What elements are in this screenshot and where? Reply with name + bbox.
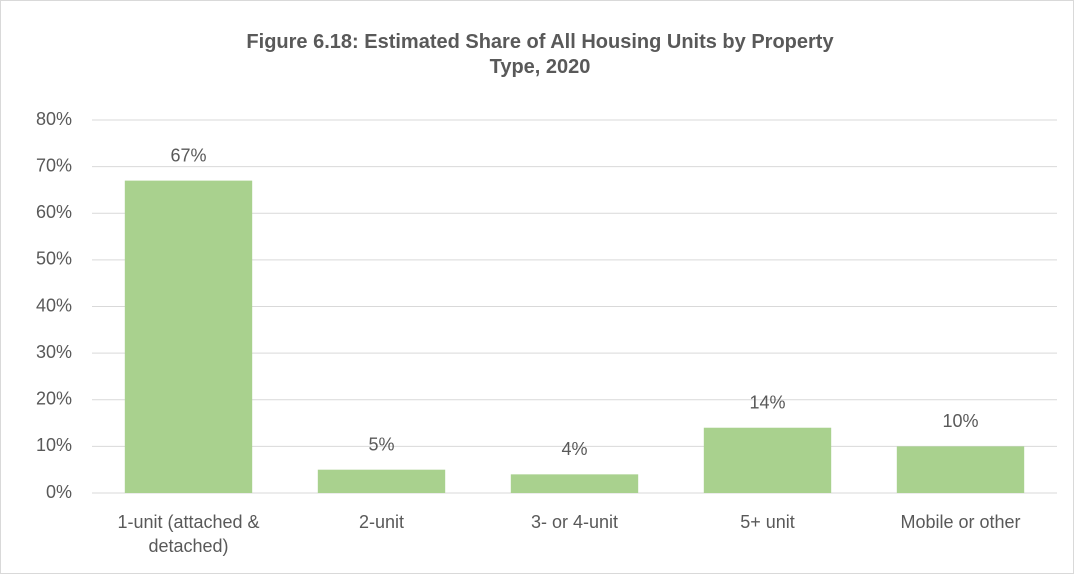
x-tick-label: 3- or 4-unit bbox=[530, 512, 619, 532]
y-tick-label: 40% bbox=[36, 295, 72, 315]
x-tick-label: Mobile or other bbox=[900, 512, 1021, 532]
x-tick-label: 1-unit (attached & detached) bbox=[117, 512, 260, 556]
y-tick-label: 60% bbox=[36, 202, 72, 222]
data-label: 4% bbox=[561, 439, 587, 459]
y-tick-label: 10% bbox=[36, 435, 72, 455]
bar bbox=[317, 469, 446, 493]
bar bbox=[510, 474, 639, 493]
x-tick-label: 2-unit bbox=[358, 512, 405, 532]
data-label: 67% bbox=[170, 145, 206, 165]
y-tick-label: 70% bbox=[36, 155, 72, 175]
data-label: 5% bbox=[368, 434, 394, 454]
y-tick-label: 50% bbox=[36, 249, 72, 269]
chart-title: Figure 6.18: Estimated Share of All Hous… bbox=[246, 31, 834, 78]
y-tick-label: 0% bbox=[46, 482, 72, 502]
data-label: 10% bbox=[942, 411, 978, 431]
bar bbox=[703, 427, 832, 493]
bar bbox=[896, 446, 1025, 493]
y-tick-label: 80% bbox=[36, 109, 72, 129]
x-tick-label: 5+ unit bbox=[740, 512, 795, 532]
data-label: 14% bbox=[749, 392, 785, 412]
bar bbox=[124, 180, 253, 494]
y-tick-label: 30% bbox=[36, 342, 72, 362]
y-tick-label: 20% bbox=[36, 389, 72, 409]
